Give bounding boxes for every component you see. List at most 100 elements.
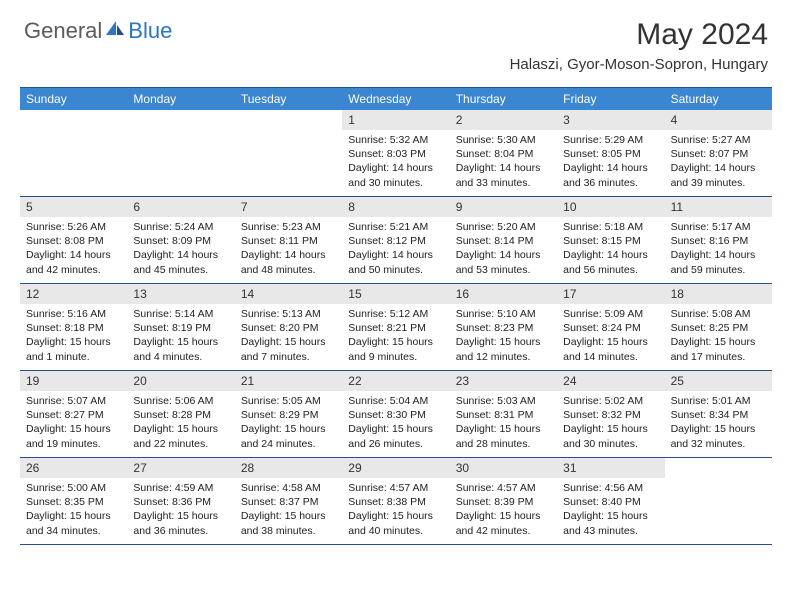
sunrise-text: Sunrise: 5:26 AM xyxy=(20,220,127,234)
day-number: 8 xyxy=(342,197,449,217)
sunset-text: Sunset: 8:28 PM xyxy=(127,408,234,422)
sunrise-text: Sunrise: 5:03 AM xyxy=(450,394,557,408)
calendar-cell: 4Sunrise: 5:27 AMSunset: 8:07 PMDaylight… xyxy=(665,110,772,196)
daylight-text: Daylight: 14 hours and 56 minutes. xyxy=(557,248,664,276)
calendar-cell: 27Sunrise: 4:59 AMSunset: 8:36 PMDayligh… xyxy=(127,458,234,544)
sunset-text: Sunset: 8:30 PM xyxy=(342,408,449,422)
sunset-text: Sunset: 8:03 PM xyxy=(342,147,449,161)
calendar-cell: 29Sunrise: 4:57 AMSunset: 8:38 PMDayligh… xyxy=(342,458,449,544)
dow-sunday: Sunday xyxy=(20,88,127,110)
day-number: 24 xyxy=(557,371,664,391)
sunrise-text: Sunrise: 5:01 AM xyxy=(665,394,772,408)
daylight-text: Daylight: 15 hours and 7 minutes. xyxy=(235,335,342,363)
sunset-text: Sunset: 8:24 PM xyxy=(557,321,664,335)
logo-text-blue: Blue xyxy=(128,18,172,44)
daylight-text: Daylight: 15 hours and 9 minutes. xyxy=(342,335,449,363)
calendar-cell-empty: . xyxy=(235,110,342,196)
calendar-cell: 11Sunrise: 5:17 AMSunset: 8:16 PMDayligh… xyxy=(665,197,772,283)
calendar-cell: 1Sunrise: 5:32 AMSunset: 8:03 PMDaylight… xyxy=(342,110,449,196)
daylight-text: Daylight: 14 hours and 30 minutes. xyxy=(342,161,449,189)
calendar-cell: 30Sunrise: 4:57 AMSunset: 8:39 PMDayligh… xyxy=(450,458,557,544)
day-number: 11 xyxy=(665,197,772,217)
sunset-text: Sunset: 8:09 PM xyxy=(127,234,234,248)
daylight-text: Daylight: 15 hours and 26 minutes. xyxy=(342,422,449,450)
day-number: 31 xyxy=(557,458,664,478)
sunrise-text: Sunrise: 5:04 AM xyxy=(342,394,449,408)
day-number: 14 xyxy=(235,284,342,304)
sunset-text: Sunset: 8:39 PM xyxy=(450,495,557,509)
dow-wednesday: Wednesday xyxy=(342,88,449,110)
calendar-cell: 28Sunrise: 4:58 AMSunset: 8:37 PMDayligh… xyxy=(235,458,342,544)
sunrise-text: Sunrise: 5:14 AM xyxy=(127,307,234,321)
sunrise-text: Sunrise: 5:13 AM xyxy=(235,307,342,321)
day-number: 28 xyxy=(235,458,342,478)
sunset-text: Sunset: 8:32 PM xyxy=(557,408,664,422)
sunrise-text: Sunrise: 5:09 AM xyxy=(557,307,664,321)
sunrise-text: Sunrise: 5:20 AM xyxy=(450,220,557,234)
sunset-text: Sunset: 8:21 PM xyxy=(342,321,449,335)
daylight-text: Daylight: 15 hours and 24 minutes. xyxy=(235,422,342,450)
calendar-cell: 9Sunrise: 5:20 AMSunset: 8:14 PMDaylight… xyxy=(450,197,557,283)
sunrise-text: Sunrise: 5:06 AM xyxy=(127,394,234,408)
calendar-week: ...1Sunrise: 5:32 AMSunset: 8:03 PMDayli… xyxy=(20,110,772,197)
sunset-text: Sunset: 8:16 PM xyxy=(665,234,772,248)
location-text: Halaszi, Gyor-Moson-Sopron, Hungary xyxy=(510,56,768,73)
daylight-text: Daylight: 14 hours and 48 minutes. xyxy=(235,248,342,276)
daylight-text: Daylight: 14 hours and 53 minutes. xyxy=(450,248,557,276)
daylight-text: Daylight: 15 hours and 1 minute. xyxy=(20,335,127,363)
calendar-cell: 12Sunrise: 5:16 AMSunset: 8:18 PMDayligh… xyxy=(20,284,127,370)
sunrise-text: Sunrise: 5:30 AM xyxy=(450,133,557,147)
sunrise-text: Sunrise: 5:05 AM xyxy=(235,394,342,408)
sunset-text: Sunset: 8:04 PM xyxy=(450,147,557,161)
daylight-text: Daylight: 14 hours and 33 minutes. xyxy=(450,161,557,189)
calendar-cell: 15Sunrise: 5:12 AMSunset: 8:21 PMDayligh… xyxy=(342,284,449,370)
day-number: 10 xyxy=(557,197,664,217)
daylight-text: Daylight: 15 hours and 17 minutes. xyxy=(665,335,772,363)
calendar-cell: 21Sunrise: 5:05 AMSunset: 8:29 PMDayligh… xyxy=(235,371,342,457)
sunrise-text: Sunrise: 4:59 AM xyxy=(127,481,234,495)
sunrise-text: Sunrise: 4:57 AM xyxy=(342,481,449,495)
day-number: 23 xyxy=(450,371,557,391)
sunset-text: Sunset: 8:12 PM xyxy=(342,234,449,248)
calendar-cell: 31Sunrise: 4:56 AMSunset: 8:40 PMDayligh… xyxy=(557,458,664,544)
calendar-cell: 22Sunrise: 5:04 AMSunset: 8:30 PMDayligh… xyxy=(342,371,449,457)
day-number: 5 xyxy=(20,197,127,217)
day-number: 9 xyxy=(450,197,557,217)
daylight-text: Daylight: 15 hours and 42 minutes. xyxy=(450,509,557,537)
sunset-text: Sunset: 8:20 PM xyxy=(235,321,342,335)
day-number: 3 xyxy=(557,110,664,130)
sunset-text: Sunset: 8:15 PM xyxy=(557,234,664,248)
sunrise-text: Sunrise: 5:18 AM xyxy=(557,220,664,234)
sunrise-text: Sunrise: 5:17 AM xyxy=(665,220,772,234)
sunrise-text: Sunrise: 4:57 AM xyxy=(450,481,557,495)
sunset-text: Sunset: 8:08 PM xyxy=(20,234,127,248)
day-number: 19 xyxy=(20,371,127,391)
sunset-text: Sunset: 8:23 PM xyxy=(450,321,557,335)
daylight-text: Daylight: 15 hours and 40 minutes. xyxy=(342,509,449,537)
calendar-cell-empty: . xyxy=(127,110,234,196)
calendar-cell: 24Sunrise: 5:02 AMSunset: 8:32 PMDayligh… xyxy=(557,371,664,457)
calendar-cell: 18Sunrise: 5:08 AMSunset: 8:25 PMDayligh… xyxy=(665,284,772,370)
sunset-text: Sunset: 8:35 PM xyxy=(20,495,127,509)
sunrise-text: Sunrise: 5:21 AM xyxy=(342,220,449,234)
sunset-text: Sunset: 8:38 PM xyxy=(342,495,449,509)
day-number: 4 xyxy=(665,110,772,130)
day-number: 6 xyxy=(127,197,234,217)
day-number: 16 xyxy=(450,284,557,304)
sunset-text: Sunset: 8:34 PM xyxy=(665,408,772,422)
day-number: 2 xyxy=(450,110,557,130)
daylight-text: Daylight: 14 hours and 39 minutes. xyxy=(665,161,772,189)
calendar-cell: 17Sunrise: 5:09 AMSunset: 8:24 PMDayligh… xyxy=(557,284,664,370)
sunset-text: Sunset: 8:11 PM xyxy=(235,234,342,248)
sunset-text: Sunset: 8:07 PM xyxy=(665,147,772,161)
calendar-cell: 8Sunrise: 5:21 AMSunset: 8:12 PMDaylight… xyxy=(342,197,449,283)
sunset-text: Sunset: 8:25 PM xyxy=(665,321,772,335)
day-number: 21 xyxy=(235,371,342,391)
calendar-cell: 10 Sunrise: 5:18 AMSunset: 8:15 PMDayligh… xyxy=(557,197,664,283)
sunrise-text: Sunrise: 5:02 AM xyxy=(557,394,664,408)
calendar-week: 12Sunrise: 5:16 AMSunset: 8:18 PMDayligh… xyxy=(20,284,772,371)
daylight-text: Daylight: 15 hours and 34 minutes. xyxy=(20,509,127,537)
calendar-cell: 19Sunrise: 5:07 AMSunset: 8:27 PMDayligh… xyxy=(20,371,127,457)
day-number: 13 xyxy=(127,284,234,304)
daylight-text: Daylight: 14 hours and 36 minutes. xyxy=(557,161,664,189)
